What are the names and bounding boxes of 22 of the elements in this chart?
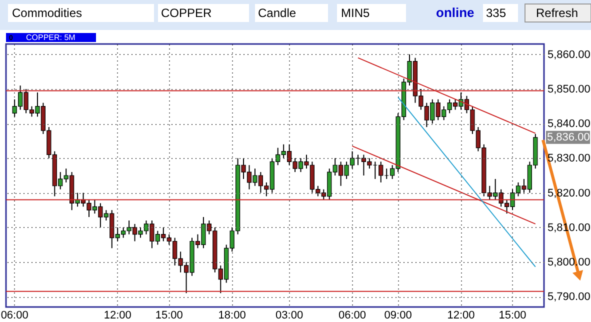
x-tick-label: 03:00: [276, 310, 304, 322]
x-tick-label: 12:00: [104, 310, 132, 322]
x-tick-label: 18:00: [218, 310, 246, 322]
x-tick-label: 06:00: [0, 310, 28, 322]
text: Refresh: [536, 6, 578, 20]
x-tick-label: 06:00: [338, 310, 366, 322]
text: 335: [486, 6, 506, 20]
text: online: [436, 5, 474, 20]
x-tick-label: 09:00: [384, 310, 412, 322]
y-tick-label: 5,790.00: [548, 291, 590, 304]
y-tick-label: 5,850.00: [548, 83, 590, 96]
x-tick-label: 15:00: [155, 310, 183, 322]
x-tick-label: 12:00: [447, 310, 475, 322]
x-tick-label: 15:00: [498, 310, 526, 322]
chart-title: COPPER: 5M: [26, 33, 76, 42]
y-tick-label: 5,840.00: [548, 118, 590, 130]
text: MIN5: [341, 6, 370, 20]
text: Commodities: [12, 6, 82, 20]
y-tick-label: 5,860.00: [548, 48, 590, 61]
text: COPPER: [161, 6, 212, 20]
text: 5,836.00: [547, 131, 590, 144]
text: Candle: [258, 6, 296, 20]
